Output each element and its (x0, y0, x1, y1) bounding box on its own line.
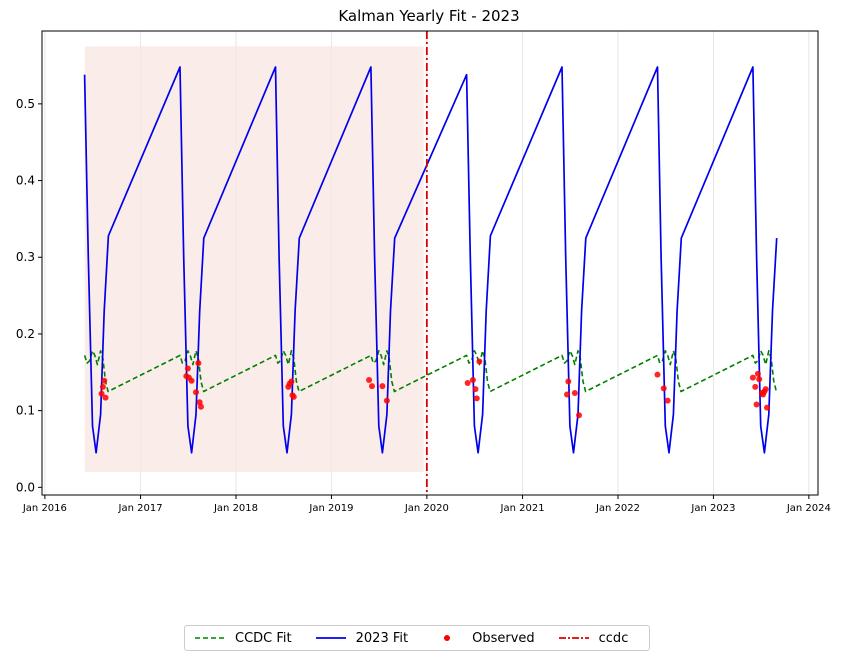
x-tick-label: Jan 2016 (22, 503, 67, 514)
legend-swatch-ccdc-fit (195, 637, 225, 639)
x-tick-label: Jan 2021 (500, 503, 545, 514)
observed-point (473, 395, 480, 402)
legend-label-ccdc: ccdc (598, 630, 629, 646)
observed-point (753, 401, 760, 408)
legend-swatch-2023-fit (315, 637, 346, 639)
observed-point (196, 399, 203, 406)
observed-point (762, 386, 769, 393)
observed-point (654, 371, 661, 378)
observed-point (379, 383, 386, 390)
observed-point (366, 376, 373, 383)
legend-item-2023-fit: 2023 Fit (315, 630, 409, 646)
observed-point (764, 404, 771, 411)
legend-label-2023-fit: 2023 Fit (355, 630, 409, 646)
observed-point (98, 390, 105, 397)
observed-point (383, 397, 390, 404)
x-tick-label: Jan 2017 (118, 503, 163, 514)
observed-point (464, 380, 471, 387)
observed-point (571, 389, 578, 396)
y-tick-label: 0.3 (16, 250, 35, 264)
observed-point (288, 378, 295, 385)
observed-point (368, 383, 375, 390)
observed-point (184, 365, 191, 372)
x-tick-label: Jan 2023 (690, 503, 735, 514)
legend-label-ccdc-fit: CCDC Fit (235, 630, 292, 646)
y-tick-label: 0.5 (16, 97, 35, 111)
series-line-ccdc-fit (83, 350, 778, 393)
legend-item-ccdc-fit: CCDC Fit (195, 631, 292, 646)
observed-point (565, 378, 572, 385)
chart-title: Kalman Yearly Fit - 2023 (338, 7, 519, 25)
observed-point (752, 383, 759, 390)
y-tick-label: 0.0 (16, 480, 35, 494)
legend-swatch-ccdc (558, 637, 589, 639)
legend-item-observed: Observed (432, 631, 535, 646)
observed-point (476, 358, 483, 365)
observed-point (192, 389, 199, 396)
observed-point (472, 386, 479, 393)
y-tick-label: 0.2 (16, 327, 35, 341)
x-tick-label: Jan 2020 (404, 503, 449, 514)
x-tick-label: Jan 2019 (308, 503, 353, 514)
observed-point (101, 377, 108, 384)
legend: CCDC Fit 2023 Fit Observed ccdc (184, 625, 650, 651)
plot-frame (41, 30, 819, 496)
observed-point (469, 376, 476, 383)
y-tick-label: 0.4 (16, 174, 35, 188)
x-tick-label: Jan 2018 (213, 503, 258, 514)
observed-point (290, 393, 297, 400)
series-layer (83, 66, 778, 454)
observed-point (102, 394, 109, 401)
x-tick-label: Jan 2024 (786, 503, 831, 514)
y-tick-label: 0.1 (16, 404, 35, 418)
observed-point (660, 385, 667, 392)
observed-point (749, 374, 756, 381)
observed-point (756, 376, 763, 383)
legend-swatch-observed (444, 635, 451, 641)
shaded-training-period (84, 46, 424, 472)
observed-points (98, 358, 771, 419)
observed-point (99, 383, 106, 390)
observed-point (754, 370, 761, 377)
series-line-2023-fit (83, 66, 778, 454)
observed-point (197, 403, 204, 410)
observed-point (664, 397, 671, 404)
x-tick-label: Jan 2022 (595, 503, 640, 514)
observed-point (576, 412, 583, 419)
observed-point (564, 391, 571, 398)
observed-point (188, 377, 195, 384)
legend-item-ccdc: ccdc (558, 630, 629, 646)
legend-label-observed: Observed (472, 630, 535, 646)
observed-point (195, 360, 202, 367)
axis-layer: 0.0 0.1 0.2 0.3 0.4 0.5 Jan 2016 Jan 2017 Jan 20… (16, 97, 831, 514)
